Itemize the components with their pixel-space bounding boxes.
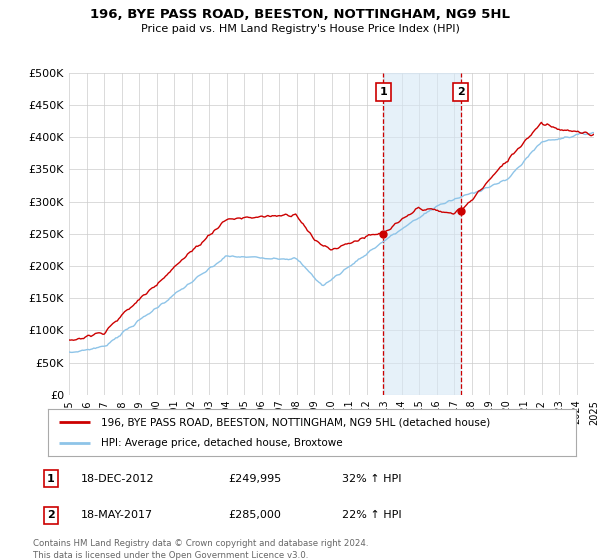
Text: 32% ↑ HPI: 32% ↑ HPI <box>342 474 401 484</box>
Text: 18-DEC-2012: 18-DEC-2012 <box>81 474 155 484</box>
Text: 18-MAY-2017: 18-MAY-2017 <box>81 510 153 520</box>
Text: 1: 1 <box>380 87 388 97</box>
Text: 196, BYE PASS ROAD, BEESTON, NOTTINGHAM, NG9 5HL: 196, BYE PASS ROAD, BEESTON, NOTTINGHAM,… <box>90 8 510 21</box>
Text: 1: 1 <box>47 474 55 484</box>
Text: HPI: Average price, detached house, Broxtowe: HPI: Average price, detached house, Brox… <box>101 438 343 448</box>
Text: £249,995: £249,995 <box>228 474 281 484</box>
Text: Price paid vs. HM Land Registry's House Price Index (HPI): Price paid vs. HM Land Registry's House … <box>140 24 460 34</box>
Text: 196, BYE PASS ROAD, BEESTON, NOTTINGHAM, NG9 5HL (detached house): 196, BYE PASS ROAD, BEESTON, NOTTINGHAM,… <box>101 417 490 427</box>
Text: Contains HM Land Registry data © Crown copyright and database right 2024.
This d: Contains HM Land Registry data © Crown c… <box>33 539 368 559</box>
Text: 22% ↑ HPI: 22% ↑ HPI <box>342 510 401 520</box>
Bar <box>383 73 461 395</box>
Text: 2: 2 <box>47 510 55 520</box>
Text: 2: 2 <box>457 87 464 97</box>
Text: £285,000: £285,000 <box>228 510 281 520</box>
